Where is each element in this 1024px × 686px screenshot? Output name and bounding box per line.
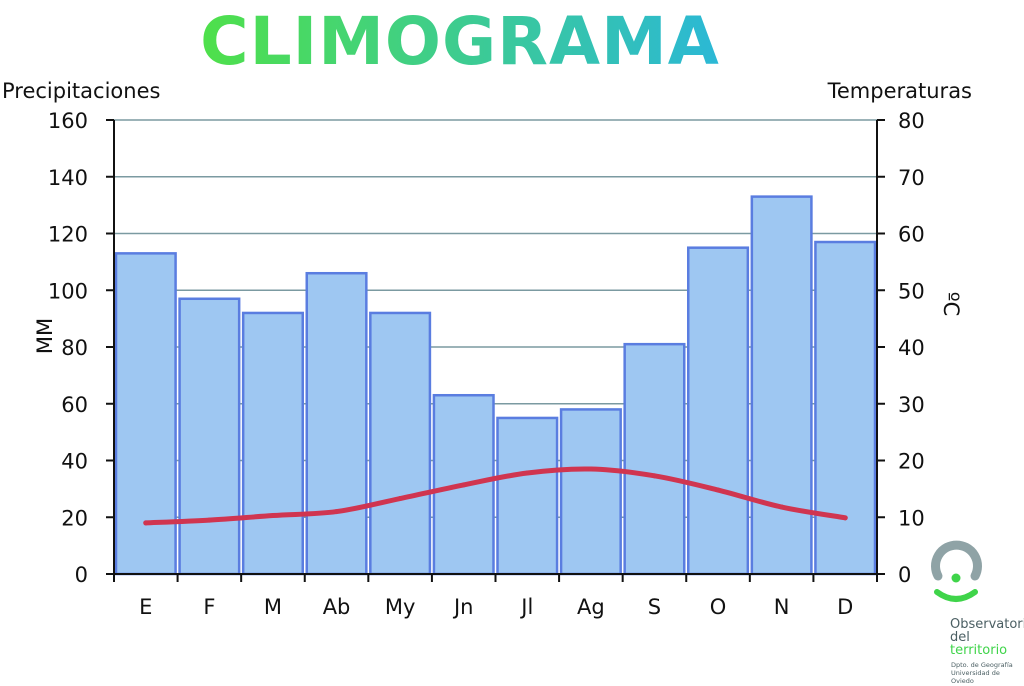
logo-sub-2: Universidad de bbox=[951, 669, 1000, 677]
precipitation-bar bbox=[750, 195, 813, 576]
temperature-point bbox=[206, 517, 212, 523]
y2-axis-label: ºC bbox=[939, 292, 963, 317]
y2-tick-label: 40 bbox=[898, 336, 925, 360]
temperature-point bbox=[397, 496, 403, 502]
x-tick-label: S bbox=[648, 595, 661, 619]
precipitation-bar bbox=[496, 416, 559, 576]
observatorio-logo: Observatorio del territorio Dpto. de Geo… bbox=[931, 540, 1024, 685]
y-tick-label: 160 bbox=[48, 109, 88, 133]
chart-title: CLIMOGRAMA bbox=[200, 3, 720, 80]
y2-tick-label: 10 bbox=[898, 506, 925, 530]
y-tick-label: 0 bbox=[75, 563, 88, 587]
y2-tick-label: 70 bbox=[898, 166, 925, 190]
logo-line-3: territorio bbox=[950, 643, 1007, 658]
x-tick-label: My bbox=[385, 595, 416, 619]
precipitation-bar bbox=[687, 246, 750, 576]
logo-icon bbox=[931, 540, 982, 602]
temperature-point bbox=[588, 466, 594, 472]
x-tick-label: Ab bbox=[323, 595, 351, 619]
x-tick-label: Jn bbox=[452, 595, 474, 619]
x-tick-label: Jl bbox=[519, 595, 533, 619]
precipitation-bars bbox=[114, 195, 877, 576]
x-tick-label: O bbox=[710, 595, 727, 619]
logo-line-1: Observatorio bbox=[950, 617, 1024, 632]
tick-labels: 0 20 40 60 80 100 120 140 160 0 10 20 30 40 50 60 70 80 E F… bbox=[48, 109, 925, 619]
precipitation-bar bbox=[559, 408, 622, 576]
precipitation-bar bbox=[814, 240, 877, 576]
y2-tick-label: 60 bbox=[898, 223, 925, 247]
y-tick-label: 40 bbox=[61, 450, 88, 474]
y-tick-label: 120 bbox=[48, 223, 88, 247]
left-axis-heading: Precipitaciones bbox=[2, 79, 160, 103]
logo-sub-1: Dpto. de Geografía bbox=[951, 661, 1013, 669]
y-tick-label: 140 bbox=[48, 166, 88, 190]
logo-sub-3: Oviedo bbox=[951, 677, 974, 685]
temperature-point bbox=[461, 482, 467, 488]
precipitation-bar bbox=[178, 297, 241, 576]
temperature-point bbox=[842, 515, 848, 521]
y2-tick-label: 80 bbox=[898, 109, 925, 133]
axes bbox=[106, 119, 885, 582]
y2-tick-label: 0 bbox=[898, 563, 911, 587]
x-tick-label: F bbox=[203, 595, 215, 619]
temperature-point bbox=[715, 487, 721, 493]
temperature-point bbox=[651, 473, 657, 479]
temperature-line-group bbox=[143, 466, 848, 526]
temperature-point bbox=[143, 520, 149, 526]
precipitation-bar bbox=[114, 252, 177, 576]
logo-line-2: del bbox=[950, 630, 970, 645]
temperature-point bbox=[524, 470, 530, 476]
precipitation-bar bbox=[241, 311, 305, 576]
temperature-point bbox=[334, 509, 340, 515]
y-axis-label: MM bbox=[33, 318, 57, 354]
x-tick-label: M bbox=[264, 595, 282, 619]
precipitation-bar bbox=[305, 271, 368, 576]
y2-tick-label: 50 bbox=[898, 279, 925, 303]
x-tick-label: E bbox=[139, 595, 152, 619]
y-tick-label: 20 bbox=[61, 506, 88, 530]
y-tick-label: 100 bbox=[48, 279, 88, 303]
temperature-point bbox=[270, 513, 276, 519]
y-tick-label: 60 bbox=[61, 393, 88, 417]
precipitation-bar bbox=[623, 342, 686, 576]
x-tick-label: Ag bbox=[577, 595, 605, 619]
x-tick-label: D bbox=[837, 595, 853, 619]
y-tick-label: 80 bbox=[61, 336, 88, 360]
temperature-point bbox=[779, 504, 785, 510]
y2-tick-label: 30 bbox=[898, 393, 925, 417]
right-axis-heading: Temperaturas bbox=[827, 79, 972, 103]
y2-tick-label: 20 bbox=[898, 450, 925, 474]
precipitation-bar bbox=[369, 311, 432, 576]
gridlines bbox=[114, 119, 877, 518]
x-tick-label: N bbox=[774, 595, 790, 619]
